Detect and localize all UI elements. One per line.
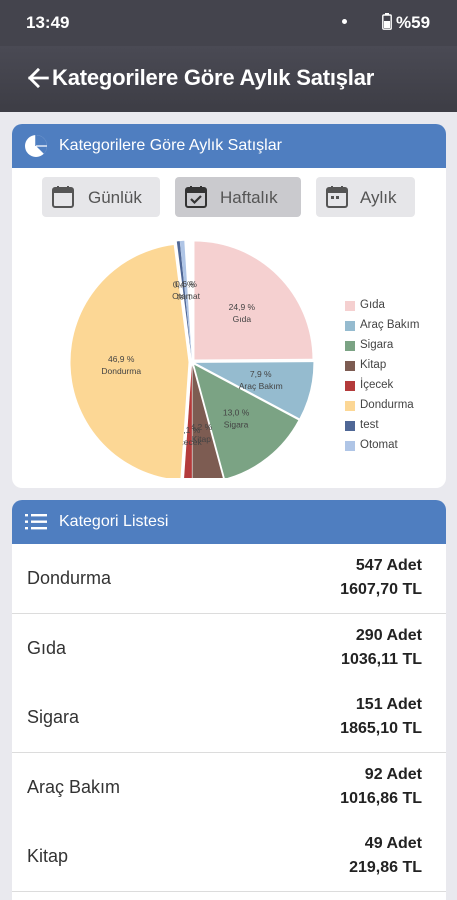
category-amount: 1607,70 TL [340,581,422,598]
calendar-icon [326,186,348,208]
legend-swatch [345,421,355,431]
list-item[interactable]: Gıda 290 Adet 1036,11 TL [12,613,446,684]
pie-percent-label: 0,6 % [175,279,197,289]
category-quantity: 151 Adet [355,696,422,713]
pie-name-label: Otomat [172,291,201,301]
list-icon [25,514,47,530]
notification-dot-icon [342,19,347,24]
back-arrow-icon[interactable] [24,64,52,92]
pie-slice [179,240,192,359]
legend-label: test [360,419,379,431]
legend-label: Sigara [360,339,394,351]
pie-percent-label: 1,1 % [179,425,201,435]
pie-name-label: Araç Bakım [239,381,283,391]
pie-name-label: İçecek [177,437,202,447]
battery-icon [382,13,392,30]
legend-label: Kitap [360,359,387,371]
tab-aylik-label: Aylık [360,188,397,207]
list-item[interactable]: Dondurma 547 Adet 1607,70 TL [12,544,446,614]
pie-slice [70,245,189,478]
calendar-check-icon [185,186,207,208]
pie-percent-label: 0,4 % [173,279,195,289]
calendar-icon [52,186,74,208]
legend-label: İçecek [360,379,394,391]
legend-swatch [345,321,355,331]
legend-swatch [345,341,355,351]
tab-gunluk-label: Günlük [88,188,142,207]
tab-gunluk[interactable]: Günlük [42,177,160,217]
chart-card-title: Kategorilere Göre Aylık Satışlar [59,137,282,154]
category-name: Dondurma [27,568,112,588]
pie-chart: 24,9 % Gıda 7,9 % Araç Bakım 13,0 % Sigara 4,2… [70,240,314,478]
legend-swatch [345,381,355,391]
legend-label: Otomat [360,439,398,451]
status-bar: 13:49 %59 [0,0,457,46]
pie-name-label: test [177,291,191,301]
legend-label: Dondurma [360,399,414,411]
category-list-card: Kategori Listesi Dondurma 547 Adet 1607,70… [12,500,446,900]
pie-percent-label: 24,9 % [229,302,256,312]
pie-percent-label: 46,9 % [108,354,135,364]
legend-swatch [345,301,355,311]
legend-label: Gıda [360,299,385,311]
pie-slice [176,241,192,359]
legend-label: Araç Bakım [360,319,420,331]
pie-slice [184,365,192,478]
category-name: Kitap [27,846,69,866]
pie-name-label: Kitap [192,434,212,444]
category-quantity: 290 Adet [355,626,422,644]
legend-swatch [345,441,355,451]
pie-percent-label: 4,2 % [190,422,212,432]
category-amount: 1016,86 TL [340,789,422,807]
category-name: Araç Bakım [27,776,121,797]
tab-aylik[interactable]: Aylık [316,177,415,217]
pie-percent-label: 13,0 % [223,407,250,417]
pie-slice [195,362,314,419]
category-quantity: 547 Adet [355,557,422,574]
list-card-header: Kategori Listesi [12,500,446,544]
status-time: 13:49 [26,13,70,32]
pie-slice [194,364,299,478]
chart-card: Kategorilere Göre Aylık Satışlar Günlük … [12,124,446,488]
category-name: Gıda [27,637,67,658]
tab-haftalik-label: Haftalık [220,188,278,207]
legend-swatch [345,361,355,371]
list-item[interactable]: Kitap 49 Adet 219,86 TL [12,822,446,892]
pie-name-label: Sigara [224,419,249,429]
category-quantity: 92 Adet [364,765,422,783]
pie-name-label: Dondurma [101,366,141,376]
list-item[interactable]: Araç Bakım 92 Adet 1016,86 TL [12,752,446,823]
pie-slice [194,241,313,360]
list-item[interactable]: Sigara 151 Adet 1865,10 TL [12,683,446,753]
pie-chart-icon [25,135,48,157]
category-quantity: 49 Adet [364,835,422,852]
app-bar: Kategorilere Göre Aylık Satışlar [0,46,457,112]
pie-name-label: Gıda [233,314,252,324]
category-amount: 1036,11 TL [341,650,422,668]
category-name: Sigara [27,707,80,727]
pie-slice [192,365,223,478]
tab-haftalik[interactable]: Haftalık [175,177,301,217]
pie-percent-label: 7,9 % [250,369,272,379]
battery-percent: %59 [396,13,431,32]
list-card-title: Kategori Listesi [59,513,169,530]
category-amount: 1865,10 TL [340,720,422,737]
category-amount: 219,86 TL [349,859,422,876]
legend-swatch [345,401,355,411]
page-title: Kategorilere Göre Aylık Satışlar [52,65,375,90]
chart-card-header: Kategorilere Göre Aylık Satışlar [12,124,446,168]
